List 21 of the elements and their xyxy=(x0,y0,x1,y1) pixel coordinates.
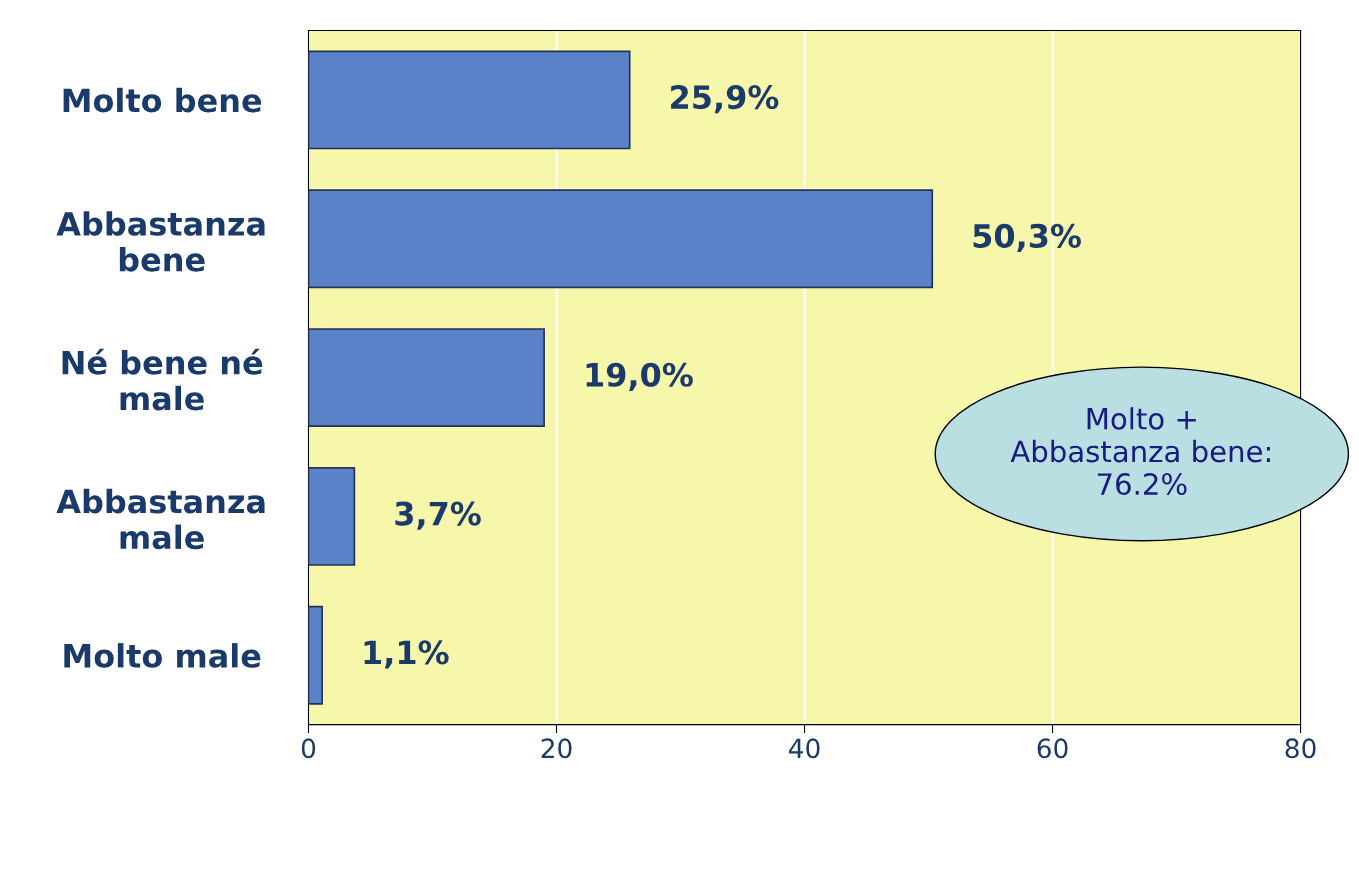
y-tick-label: Abbastanza bene xyxy=(56,211,265,272)
y-tick-label: Abbastanza male xyxy=(56,488,265,550)
data-label: 3,7% xyxy=(395,501,481,530)
y-tick-label: Molto male xyxy=(64,643,261,668)
data-label: 50,3% xyxy=(973,223,1081,253)
bar xyxy=(308,189,934,289)
x-tick-label: 0 xyxy=(301,738,316,759)
bar xyxy=(308,605,323,705)
x-tick-label: 80 xyxy=(1285,738,1316,759)
data-label: 19,0% xyxy=(586,362,693,391)
annotation: Molto + Abbastanza bene: 76.2% xyxy=(1010,407,1270,496)
x-tick-label: 40 xyxy=(789,738,820,759)
x-tick-label: 60 xyxy=(1037,738,1068,759)
bar xyxy=(308,328,545,428)
y-tick-label: Molto bene xyxy=(63,87,262,113)
y-tick-label: Né bene né male xyxy=(62,348,263,411)
x-tick-label: 20 xyxy=(541,738,572,759)
bar xyxy=(308,466,356,566)
data-label: 25,9% xyxy=(671,85,779,114)
bar xyxy=(308,50,631,150)
data-label: 1,1% xyxy=(364,640,449,669)
